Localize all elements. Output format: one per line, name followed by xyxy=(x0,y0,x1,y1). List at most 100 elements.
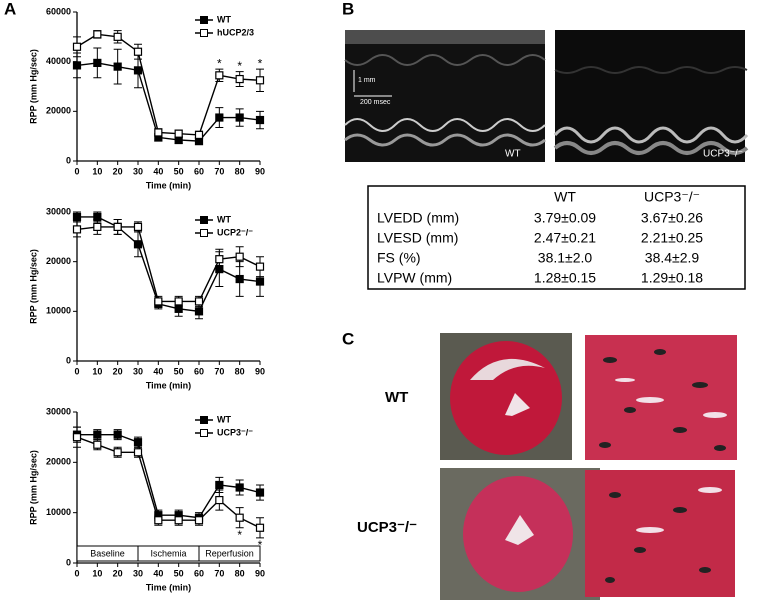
marker xyxy=(133,240,143,249)
legend-marker xyxy=(200,416,208,424)
x-tick-label: 90 xyxy=(255,166,265,176)
marker xyxy=(255,523,265,532)
significance-mark: * xyxy=(237,528,242,542)
marker xyxy=(194,307,204,316)
table-cell: LVEDD (mm) xyxy=(377,210,459,226)
legend-marker xyxy=(200,429,208,437)
y-tick-label: 30000 xyxy=(46,206,71,216)
legend-marker xyxy=(200,229,208,237)
marker xyxy=(133,438,143,447)
x-tick-label: 60 xyxy=(194,366,204,376)
table: WT UCP3⁻/⁻ LVEDD (mm) 3.79±0.09 3.67±0.26 LVE… xyxy=(377,189,703,286)
marker xyxy=(72,433,82,442)
y-axis-label: RPP (mm Hg/sec) xyxy=(28,49,38,124)
significance-mark: * xyxy=(258,538,263,552)
phase-label: Ischemia xyxy=(150,548,186,558)
marker xyxy=(255,115,265,125)
legend-label: WT xyxy=(217,214,231,224)
legend-marker xyxy=(200,29,208,37)
marker xyxy=(174,129,183,138)
marker xyxy=(133,448,143,457)
legend-label: UCP2⁻/⁻ xyxy=(217,227,253,237)
marker xyxy=(215,71,224,80)
table-border xyxy=(367,185,746,290)
table-cell: LVPW (mm) xyxy=(377,270,452,286)
x-tick-label: 80 xyxy=(235,166,245,176)
marker xyxy=(93,30,102,39)
x-tick-label: 50 xyxy=(174,568,184,578)
marker xyxy=(235,252,244,261)
x-tick-label: 20 xyxy=(113,568,123,578)
marker xyxy=(194,297,204,306)
marker xyxy=(235,74,244,84)
marker xyxy=(72,61,82,70)
marker xyxy=(93,430,102,439)
tissue-image xyxy=(585,335,737,460)
x-tick-label: 70 xyxy=(214,568,224,578)
x-tick-label: 20 xyxy=(113,366,123,376)
x-tick-label: 50 xyxy=(174,166,184,176)
y-axis-label: RPP (mm Hg/sec) xyxy=(28,249,38,324)
y-tick-label: 20000 xyxy=(46,457,71,467)
series-line xyxy=(76,33,261,136)
marker xyxy=(133,47,143,56)
marker xyxy=(133,222,143,231)
marker xyxy=(154,297,163,306)
x-tick-label: 0 xyxy=(74,568,79,578)
echo-label: UCP3⁻/⁻ xyxy=(703,149,743,160)
legend-label: WT xyxy=(217,14,231,24)
table-cell: 1.28±0.15 xyxy=(534,270,596,286)
series-line xyxy=(76,436,261,529)
marker xyxy=(72,212,82,222)
y-tick-label: 60000 xyxy=(46,6,71,16)
y-tick-label: 10000 xyxy=(46,507,71,517)
marker xyxy=(93,222,102,231)
x-tick-label: 0 xyxy=(74,166,79,176)
table-header: WT xyxy=(554,189,576,205)
x-tick-label: 40 xyxy=(153,166,163,176)
echo-image xyxy=(553,30,749,162)
x-tick-label: 0 xyxy=(74,366,79,376)
legend-label: UCP3⁻/⁻ xyxy=(217,427,253,437)
x-axis-label: Time (min) xyxy=(146,380,191,390)
x-tick-label: 40 xyxy=(153,568,163,578)
significance-mark: * xyxy=(237,59,242,73)
y-tick-label: 20000 xyxy=(46,106,71,116)
y-tick-label: 0 xyxy=(66,355,71,365)
x-tick-label: 10 xyxy=(92,366,102,376)
series-line xyxy=(76,226,261,303)
y-tick-label: 0 xyxy=(66,557,71,567)
x-tick-label: 70 xyxy=(214,166,224,176)
table-cell: 38.1±2.0 xyxy=(538,250,593,266)
marker xyxy=(174,297,183,306)
marker xyxy=(215,113,224,122)
row-label: UCP3⁻/⁻ xyxy=(357,519,417,536)
panel-label: A xyxy=(4,0,16,18)
marker xyxy=(215,255,224,264)
x-axis-label: Time (min) xyxy=(146,180,191,190)
marker xyxy=(235,274,244,284)
panel-label: C xyxy=(342,329,354,348)
heart-image xyxy=(440,333,572,460)
x-tick-label: 50 xyxy=(174,366,184,376)
marker xyxy=(194,516,204,525)
marker xyxy=(255,277,265,286)
legend-marker xyxy=(200,216,208,224)
echo-label: WT xyxy=(505,149,521,160)
series-line xyxy=(77,433,261,519)
table-cell: LVESD (mm) xyxy=(377,230,458,246)
x-tick-label: 30 xyxy=(133,568,143,578)
table-cell: 2.21±0.25 xyxy=(641,230,703,246)
x-tick-label: 60 xyxy=(194,568,204,578)
significance-mark: * xyxy=(217,56,222,70)
table-cell: 3.67±0.26 xyxy=(641,210,703,226)
x-tick-label: 90 xyxy=(255,568,265,578)
x-tick-label: 40 xyxy=(153,366,163,376)
table-cell: 2.47±0.21 xyxy=(534,230,596,246)
x-tick-label: 80 xyxy=(235,568,245,578)
marker xyxy=(113,430,122,439)
marker xyxy=(255,76,265,85)
panel-label: B xyxy=(342,0,354,18)
y-tick-label: 0 xyxy=(66,155,71,165)
